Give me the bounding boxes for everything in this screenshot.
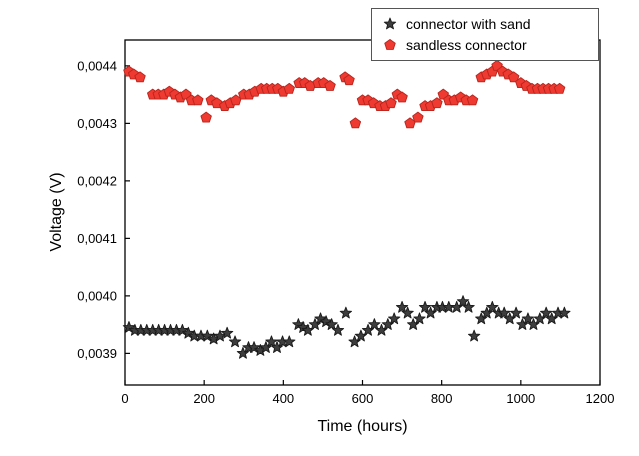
- legend: connector with sand sandless connector: [371, 8, 599, 61]
- svg-text:0: 0: [121, 391, 128, 406]
- svg-text:1000: 1000: [506, 391, 535, 406]
- svg-text:0,0039: 0,0039: [77, 346, 117, 361]
- legend-item: connector with sand: [380, 13, 590, 34]
- x-axis-title: Time (hours): [317, 418, 408, 435]
- legend-label: sandless connector: [406, 36, 527, 53]
- svg-text:0,0042: 0,0042: [77, 173, 117, 188]
- svg-text:0,0041: 0,0041: [77, 231, 117, 246]
- svg-text:400: 400: [272, 391, 294, 406]
- star-icon: [380, 16, 400, 32]
- svg-text:200: 200: [193, 391, 215, 406]
- svg-text:0,0040: 0,0040: [77, 288, 117, 303]
- svg-text:800: 800: [431, 391, 453, 406]
- legend-label: connector with sand: [406, 15, 531, 32]
- svg-text:0,0044: 0,0044: [77, 58, 117, 73]
- y-axis-title: Voltage (V): [48, 172, 65, 252]
- pentagon-icon: [380, 37, 400, 53]
- svg-text:0,0043: 0,0043: [77, 116, 117, 131]
- svg-text:600: 600: [352, 391, 374, 406]
- svg-text:1200: 1200: [586, 391, 615, 406]
- legend-item: sandless connector: [380, 34, 590, 55]
